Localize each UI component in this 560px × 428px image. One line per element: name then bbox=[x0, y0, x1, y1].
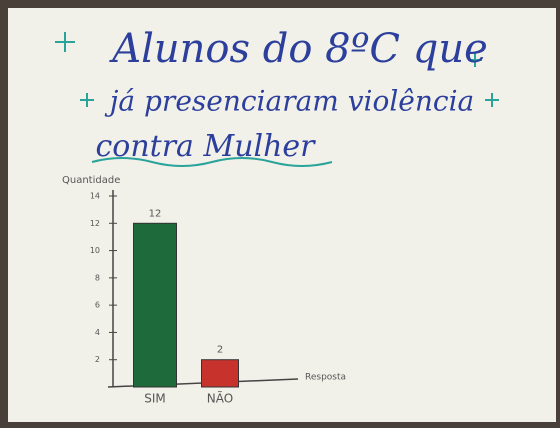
data-label: 12 bbox=[149, 208, 162, 219]
y-axis-label: Quantidade bbox=[62, 175, 120, 186]
x-tick-label: NÃO bbox=[207, 391, 233, 406]
y-tick-label: 8 bbox=[95, 273, 100, 282]
y-tick-label: 6 bbox=[95, 301, 100, 310]
title-line: contra Mulher bbox=[95, 129, 316, 164]
chart: Alunos do 8ºC que já presenciaram violên… bbox=[0, 0, 560, 428]
y-tick-label: 10 bbox=[90, 246, 100, 255]
y-tick-label: 12 bbox=[90, 219, 100, 228]
page: Alunos do 8ºC que já presenciaram violên… bbox=[0, 0, 560, 428]
x-tick-label: SIM bbox=[144, 392, 166, 406]
y-tick-label: 4 bbox=[95, 328, 100, 337]
y-tick-label: 2 bbox=[95, 355, 100, 364]
y-tick-label: 14 bbox=[90, 192, 100, 201]
data-label: 2 bbox=[217, 345, 223, 356]
title-line: Alunos do 8ºC que bbox=[108, 26, 488, 72]
bar bbox=[134, 223, 177, 387]
title-line: já presenciaram violência bbox=[104, 85, 475, 118]
bar bbox=[202, 360, 239, 387]
x-axis-label: Resposta bbox=[305, 373, 346, 383]
